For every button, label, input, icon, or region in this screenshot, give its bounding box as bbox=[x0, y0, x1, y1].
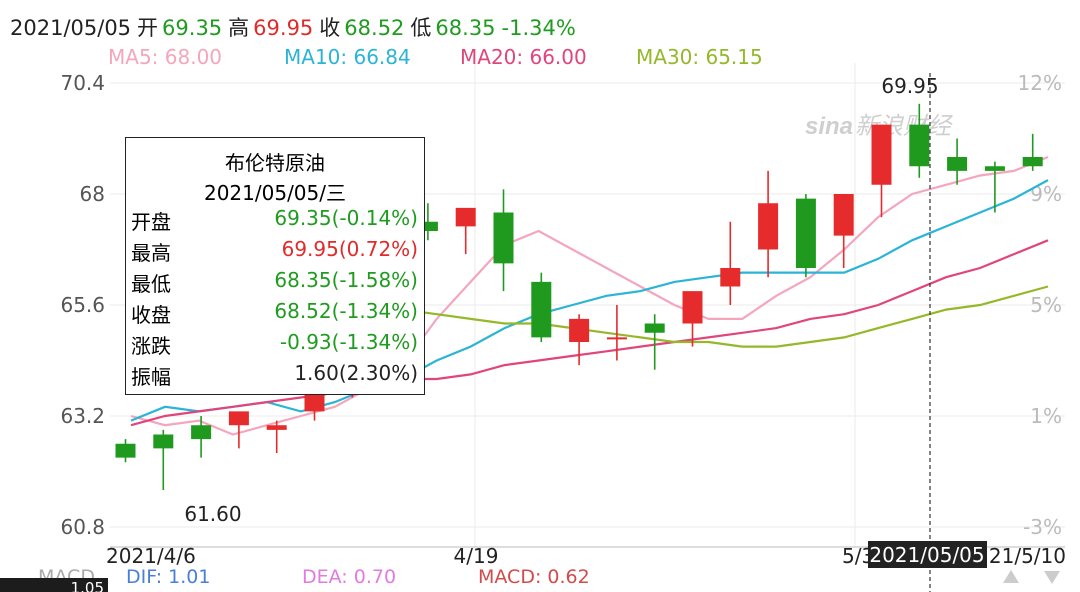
macd-dea: DEA: 0.70 bbox=[302, 566, 397, 588]
open-value: 69.35 bbox=[162, 16, 223, 40]
ma-line-ma5 bbox=[130, 155, 1049, 436]
y-tick-label: 60.8 bbox=[60, 515, 105, 539]
y-tick-label-right: 12% bbox=[1018, 71, 1062, 95]
candle bbox=[720, 268, 741, 287]
candle bbox=[947, 157, 968, 171]
tooltip-row-close: 收盘 68.52(-1.34%) bbox=[131, 299, 418, 329]
ma20-legend: MA20: 66.00 bbox=[460, 45, 587, 69]
candle bbox=[833, 194, 854, 236]
y-tick-label-right: 9% bbox=[1030, 182, 1062, 206]
tooltip-row-open: 开盘 69.35(-0.14%) bbox=[131, 206, 418, 236]
macd-dif: DIF: 1.01 bbox=[126, 566, 211, 588]
quote-header: 2021/05/05 开 69.35 高 69.95 收 68.52 低 68.35 -1.34% bbox=[10, 12, 582, 42]
candle bbox=[758, 203, 779, 250]
tooltip-value: 69.95(0.72%) bbox=[281, 237, 418, 261]
scroll-down-icon[interactable] bbox=[1044, 571, 1060, 584]
tooltip-label: 涨跌 bbox=[131, 334, 171, 358]
candle bbox=[644, 323, 665, 333]
tooltip-row-low: 最低 68.35(-1.58%) bbox=[131, 268, 418, 298]
y-tick-label-right: 1% bbox=[1030, 404, 1062, 428]
y-axis-labels: 70.4 68 65.6 63.2 60.8 bbox=[60, 71, 105, 539]
x-tick-label: 21/5/10 bbox=[989, 544, 1066, 568]
close-label: 收 bbox=[319, 16, 341, 40]
tooltip-value: 68.52(-1.34%) bbox=[274, 299, 418, 323]
price-tooltip: 布伦特原油 2021/05/05/三 开盘 69.35(-0.14%) 最高 69.… bbox=[125, 137, 425, 395]
candle bbox=[569, 318, 590, 342]
open-label: 开 bbox=[137, 16, 159, 40]
candle bbox=[909, 124, 930, 167]
y-tick-label-right: 5% bbox=[1030, 293, 1062, 317]
tooltip-value: -0.93(-1.34%) bbox=[279, 330, 418, 354]
candle bbox=[984, 166, 1005, 171]
ma30-legend: MA30: 65.15 bbox=[636, 45, 763, 69]
candle bbox=[153, 434, 174, 449]
y-tick-label-right: -3% bbox=[1023, 515, 1062, 539]
quote-date: 2021/05/05 bbox=[10, 16, 132, 40]
low-value: 68.35 bbox=[435, 16, 496, 40]
low-label: 低 bbox=[410, 16, 432, 40]
ma-line-ma30 bbox=[402, 285, 1049, 348]
close-value: 68.52 bbox=[344, 16, 405, 40]
scroll-up-icon[interactable] bbox=[1003, 570, 1019, 583]
candle bbox=[228, 411, 249, 426]
x-tick-label: 2021/4/6 bbox=[106, 544, 196, 568]
candle bbox=[191, 425, 212, 440]
tooltip-date: 2021/05/05/三 bbox=[203, 181, 346, 205]
ma10-legend: MA10: 66.84 bbox=[284, 45, 411, 69]
tooltip-label: 开盘 bbox=[131, 210, 171, 234]
candle bbox=[531, 281, 552, 338]
max-price-label: 69.95 bbox=[881, 74, 938, 98]
y-tick-label: 68 bbox=[80, 182, 105, 206]
crosshair: 2021/05/05 bbox=[868, 73, 987, 592]
candle bbox=[417, 221, 438, 231]
ma-line-ma10 bbox=[130, 179, 1049, 422]
y-tick-label: 63.2 bbox=[60, 404, 105, 428]
candle bbox=[682, 291, 703, 324]
high-value: 69.95 bbox=[253, 16, 314, 40]
ma5-legend: MA5: 68.00 bbox=[108, 45, 223, 69]
macd-axis-value: 1.05 bbox=[0, 578, 108, 592]
tooltip-row-high: 最高 69.95(0.72%) bbox=[131, 237, 418, 267]
macd-value-label: MACD: 0.62 bbox=[478, 566, 590, 588]
tooltip-label: 收盘 bbox=[131, 303, 171, 327]
tooltip-value: 68.35(-1.58%) bbox=[274, 268, 418, 292]
candle bbox=[266, 425, 287, 430]
min-price-label: 61.60 bbox=[184, 502, 241, 526]
crosshair-label: 2021/05/05 bbox=[869, 543, 984, 567]
candle bbox=[455, 207, 476, 227]
ma-line-ma20 bbox=[130, 239, 1049, 427]
candle bbox=[115, 443, 136, 458]
y-axis-right-labels: 12% 9% 5% 1% -3% bbox=[1018, 71, 1062, 539]
candle bbox=[606, 337, 627, 340]
y-tick-label: 70.4 bbox=[60, 71, 105, 95]
change-pct: -1.34% bbox=[501, 16, 576, 40]
ma-lines bbox=[130, 155, 1049, 436]
tooltip-row-amplitude: 振幅 1.60(2.30%) bbox=[131, 361, 418, 391]
candle bbox=[795, 198, 816, 268]
candle bbox=[871, 124, 892, 185]
high-label: 高 bbox=[228, 16, 250, 40]
candle bbox=[1022, 157, 1043, 167]
candle bbox=[493, 212, 514, 264]
tooltip-title: 布伦特原油 bbox=[225, 151, 325, 175]
tooltip-label: 最高 bbox=[131, 241, 171, 265]
tooltip-label: 振幅 bbox=[131, 365, 171, 389]
tooltip-value: 1.60(2.30%) bbox=[294, 361, 418, 385]
tooltip-label: 最低 bbox=[131, 272, 171, 296]
tooltip-value: 69.35(-0.14%) bbox=[274, 206, 418, 230]
crosshair-label-bg bbox=[868, 541, 987, 568]
tooltip-row-change: 涨跌 -0.93(-1.34%) bbox=[131, 330, 418, 360]
y-tick-label: 65.6 bbox=[60, 293, 105, 317]
x-tick-label: 4/19 bbox=[454, 544, 499, 568]
